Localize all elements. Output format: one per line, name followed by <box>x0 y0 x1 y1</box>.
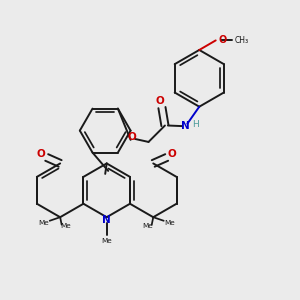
Text: N: N <box>182 121 190 131</box>
Text: Me: Me <box>142 223 153 229</box>
Text: Me: Me <box>101 238 112 244</box>
Text: O: O <box>128 133 136 142</box>
Text: N: N <box>102 215 111 225</box>
Text: O: O <box>218 35 226 45</box>
Text: O: O <box>37 149 46 159</box>
Text: Me: Me <box>38 220 49 226</box>
Text: H: H <box>192 120 199 129</box>
Text: CH₃: CH₃ <box>235 36 249 45</box>
Text: Me: Me <box>60 223 71 229</box>
Text: O: O <box>155 96 164 106</box>
Text: O: O <box>168 149 176 159</box>
Text: Me: Me <box>164 220 175 226</box>
